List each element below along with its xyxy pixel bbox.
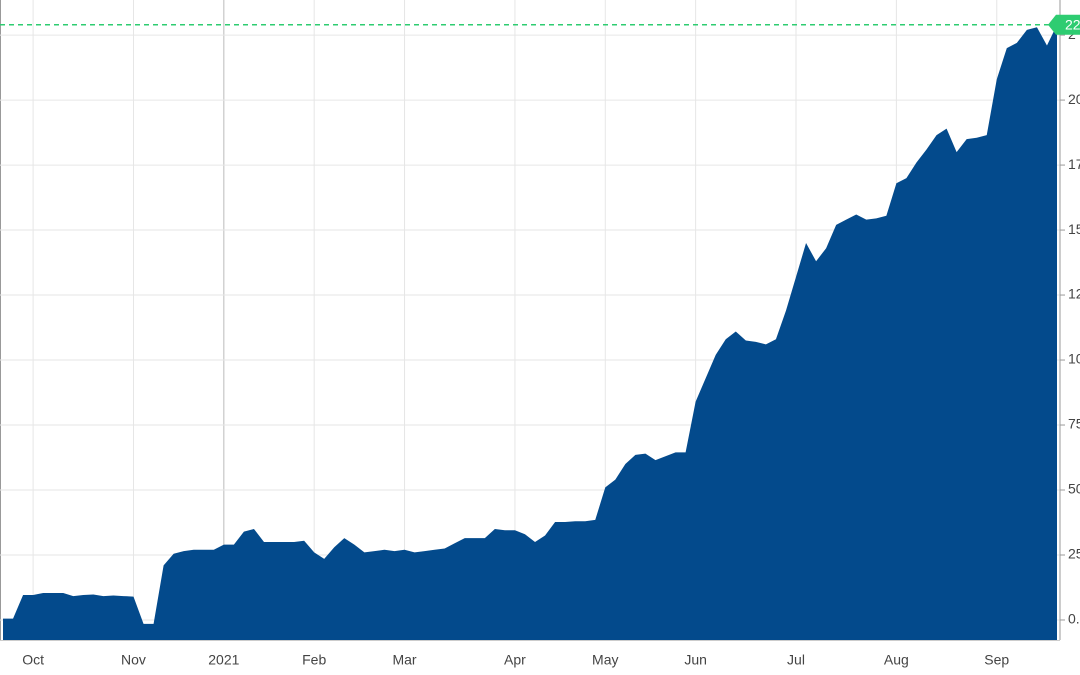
y-tick-label: 10 — [1068, 351, 1080, 367]
x-tick-label: Jul — [787, 652, 805, 668]
x-tick-label: Oct — [22, 652, 44, 668]
x-tick-label: Apr — [504, 652, 526, 668]
y-tick-label: 17 — [1068, 156, 1080, 172]
y-tick-label: 75 — [1068, 416, 1080, 432]
x-tick-label: 2021 — [208, 652, 239, 668]
last-value-label: 22 — [1065, 16, 1080, 32]
y-tick-label: 50 — [1068, 481, 1080, 497]
y-tick-label: 0. — [1068, 611, 1080, 627]
x-tick-label: Aug — [884, 652, 909, 668]
area — [3, 24, 1057, 640]
y-tick-label: 20 — [1068, 91, 1080, 107]
y-tick-label: 25 — [1068, 546, 1080, 562]
y-tick-label: 15 — [1068, 221, 1080, 237]
x-tick-label: Sep — [984, 652, 1009, 668]
x-tick-label: May — [592, 652, 618, 668]
x-tick-label: Nov — [121, 652, 146, 668]
y-tick-label: 12 — [1068, 286, 1080, 302]
x-tick-label: Mar — [392, 652, 416, 668]
x-tick-label: Jun — [684, 652, 707, 668]
x-tick-label: Feb — [302, 652, 326, 668]
last-value-badge — [1048, 14, 1080, 35]
